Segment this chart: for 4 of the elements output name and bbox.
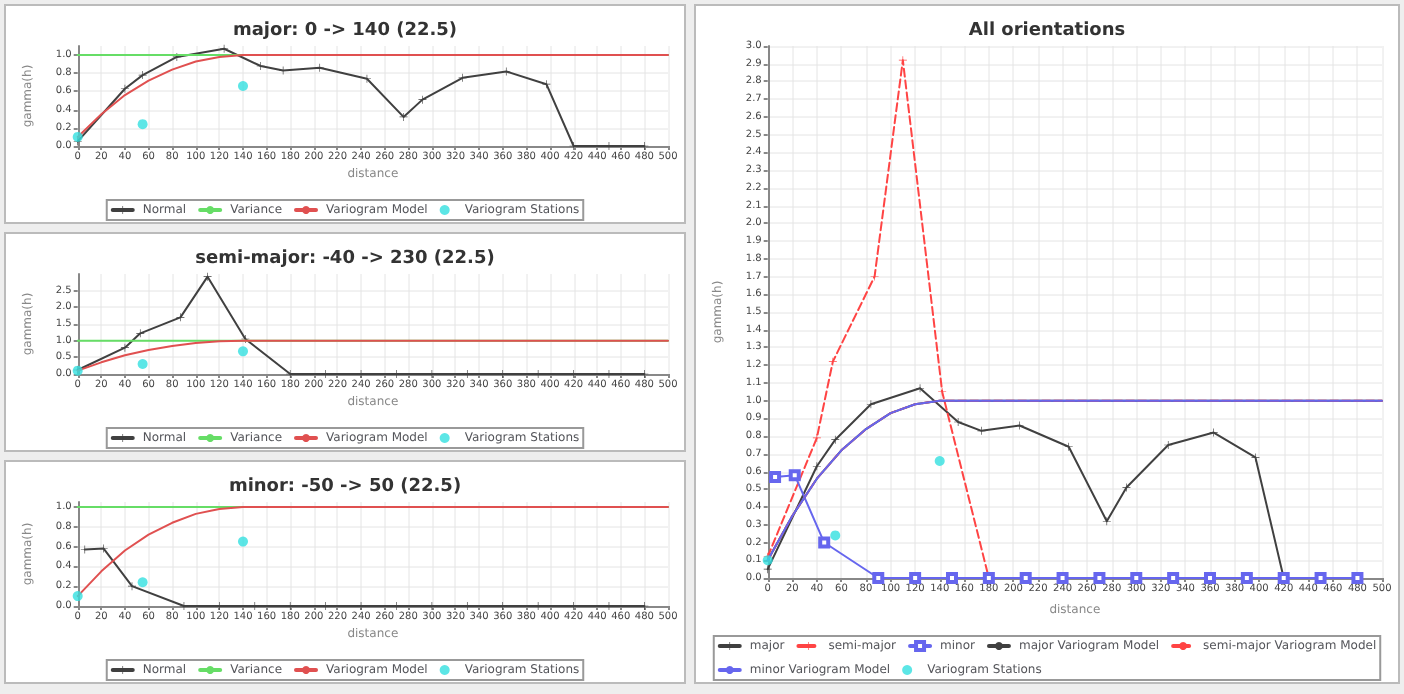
chart-title: All orientations [968, 21, 1126, 41]
chart-title: major: 0 -> 140 (22.5) [232, 21, 458, 41]
chart-title: minor: -50 -> 50 (22.5) [228, 477, 462, 497]
chart-title: semi-major: -40 -> 230 (22.5) [195, 249, 495, 269]
